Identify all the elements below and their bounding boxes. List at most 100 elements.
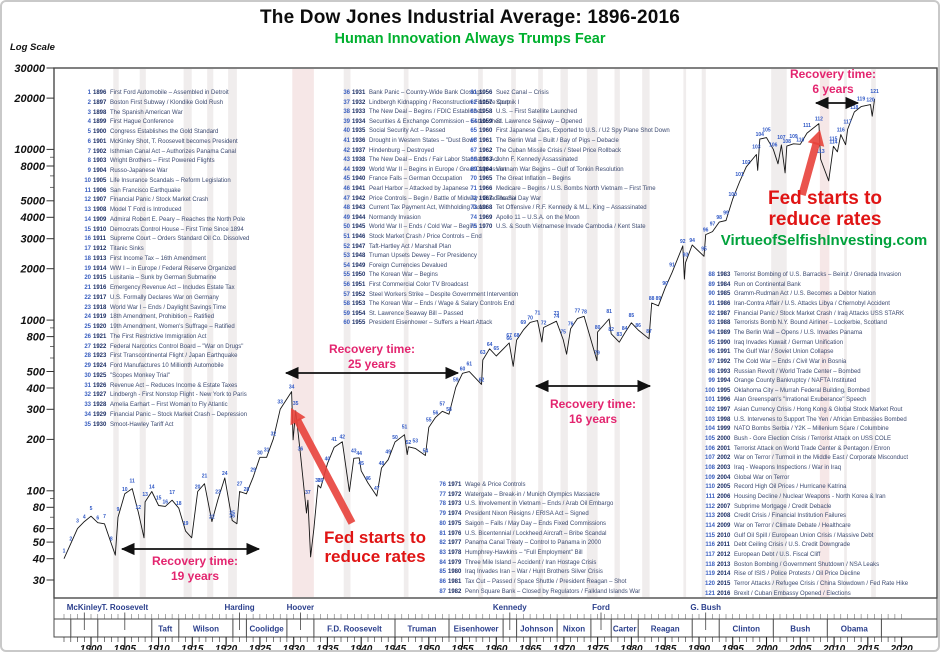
chart-point-label: 59: [453, 377, 459, 383]
president-label: Bush: [790, 625, 810, 634]
chart-point-label: 23: [215, 489, 221, 495]
y-axis-label: 8000: [21, 161, 46, 173]
chart-point-label: 110: [796, 137, 804, 143]
chart-point-label: 108: [783, 139, 792, 145]
y-axis-label: 20000: [13, 93, 45, 105]
recession-band: [292, 69, 314, 597]
y-axis-label: 200: [26, 434, 46, 446]
chart-point-label: 78: [581, 309, 587, 315]
x-axis-year: 1990: [688, 644, 711, 652]
chart-point-label: 18: [176, 501, 182, 507]
chart-point-label: 73: [554, 311, 560, 317]
president-label: T. Roosevelt: [101, 603, 148, 612]
recession-band: [343, 69, 351, 597]
chart-point-label: 14: [149, 485, 155, 491]
x-axis-year: 1965: [519, 644, 542, 652]
president-label: Truman: [408, 625, 437, 634]
chart-point-label: 30: [257, 450, 263, 456]
chart-point-label: 80: [595, 325, 601, 331]
chart-point-label: 16: [163, 499, 169, 505]
president-label: Nixon: [563, 625, 585, 634]
chart-point-label: 82: [608, 327, 614, 333]
chart-point-label: 61: [467, 362, 473, 368]
chart-title: The Dow Jones Industrial Average: 1896-2…: [259, 7, 681, 28]
watermark-link[interactable]: VirtueofSelfishInvesting.com: [720, 232, 928, 249]
recession-band: [614, 69, 620, 597]
chart-point-label: 28: [244, 487, 250, 493]
y-axis-label: 800: [27, 331, 46, 343]
chart-point-label: 74: [554, 314, 560, 320]
recovery-annotation-line: 6 years: [812, 82, 854, 96]
chart-point-label: 65: [494, 346, 500, 352]
chart-point-label: 10: [122, 487, 128, 493]
chart-point-label: 81: [606, 309, 612, 315]
recession-band: [511, 69, 516, 597]
y-axis-label: 80: [33, 502, 46, 514]
chart-point-label: 118: [850, 105, 858, 111]
chart-point-label: 7: [103, 514, 106, 520]
x-axis-year: 2020: [889, 644, 913, 652]
chart-point-label: 43: [351, 448, 357, 454]
y-axis-label: 100: [27, 486, 46, 498]
x-axis-year: 1920: [215, 644, 238, 652]
president-label: Johnson: [520, 625, 553, 634]
president-label: Ford: [592, 603, 610, 612]
recession-band: [560, 69, 568, 597]
chart-point-label: 99: [723, 211, 729, 217]
recession-band: [844, 69, 847, 597]
chart-point-label: 68: [514, 333, 520, 339]
chart-point-label: 56: [433, 410, 439, 416]
y-axis-label: 500: [27, 366, 46, 378]
recovery-annotation: Recovery time: 25 years: [297, 342, 447, 372]
chart-point-label: 46: [365, 476, 371, 482]
chart-point-label: 53: [413, 438, 419, 444]
x-axis-year: 1905: [114, 644, 137, 652]
recession-band: [642, 69, 650, 597]
y-axis-label: 1000: [21, 315, 46, 327]
chart-point-label: 48: [379, 461, 385, 467]
chart-point-label: 71: [535, 311, 541, 317]
chart-point-label: 32: [271, 432, 277, 438]
x-axis-year: 1940: [350, 644, 373, 652]
x-axis-year: 2000: [754, 644, 778, 652]
chart-point-label: 45: [358, 461, 364, 467]
chart-point-label: 112: [815, 117, 823, 123]
chart-point-label: 42: [340, 435, 346, 441]
chart-point-label: 25: [229, 511, 235, 517]
chart-point-label: 33: [277, 399, 283, 405]
recession-band: [771, 69, 787, 597]
recession-band: [403, 69, 409, 597]
recovery-annotation: Recovery time: 19 years: [120, 554, 270, 584]
x-axis-year: 2005: [788, 644, 812, 652]
chart-point-label: 115: [829, 136, 837, 142]
chart-point-label: 75: [560, 330, 566, 336]
chart-point-label: 17: [169, 490, 175, 496]
chart-point-label: 21: [202, 474, 208, 480]
chart-point-label: 19: [183, 521, 189, 527]
chart-point-label: 8: [110, 537, 113, 543]
y-axis-label: 30: [33, 575, 46, 587]
recession-band: [683, 69, 687, 597]
chart-point-label: 77: [575, 309, 581, 315]
president-label: Kennedy: [493, 603, 527, 612]
president-strip-bottom: [53, 618, 938, 638]
recovery-annotation-line: Recovery time:: [328, 342, 416, 356]
chart-point-label: 64: [487, 342, 493, 348]
chart-point-label: 102: [742, 160, 751, 166]
chart-point-label: 2: [69, 537, 72, 543]
fed-annotation: Fed starts to reduce rates: [730, 188, 920, 231]
x-axis-year: 1950: [418, 644, 441, 652]
president-label: Hoover: [287, 603, 315, 612]
fed-annotation: Fed starts to reduce rates: [280, 528, 470, 566]
president-label: F.D. Roosevelt: [327, 625, 382, 634]
chart-point-label: 66: [506, 336, 512, 342]
recession-band: [183, 69, 192, 597]
chart-point-label: 39: [318, 478, 324, 484]
chart-point-label: 26: [229, 514, 235, 520]
x-axis-year: 2010: [822, 644, 846, 652]
chart-point-label: 105: [762, 128, 771, 134]
president-label: Obama: [841, 625, 869, 634]
x-axis-year: 1900: [80, 644, 103, 652]
chart-point-label: 79: [594, 351, 600, 357]
